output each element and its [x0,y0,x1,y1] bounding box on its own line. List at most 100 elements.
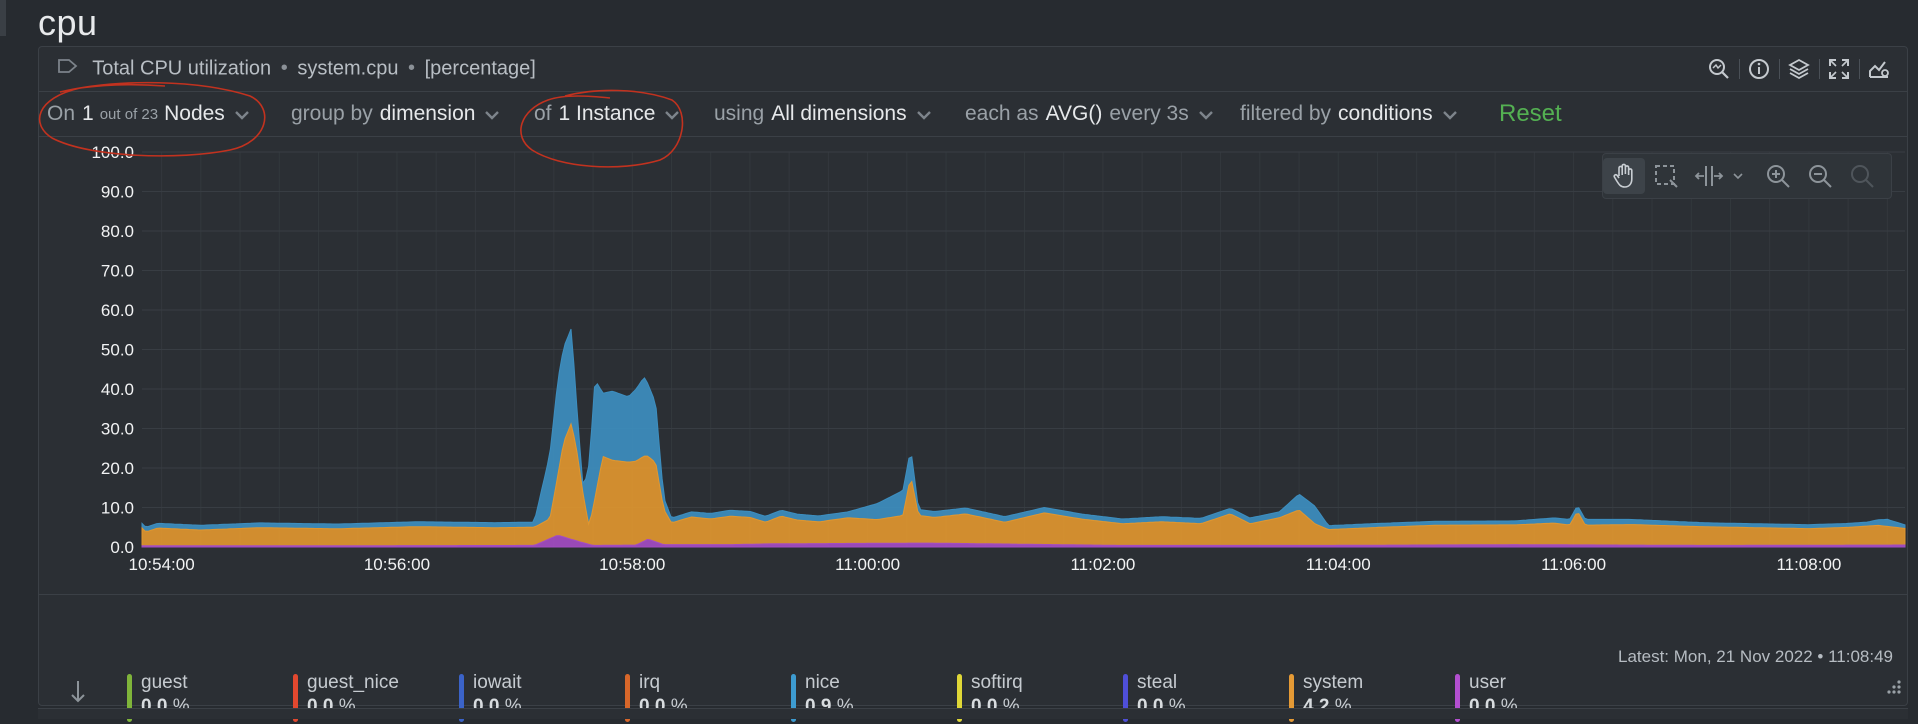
legend-color-bar [1289,674,1294,722]
aggregation-value: AVG() [1045,102,1103,125]
info-icon[interactable] [1739,55,1779,83]
filter-value: conditions [1338,102,1433,125]
legend-name: user [1469,672,1506,693]
search-chart-icon[interactable] [1699,55,1739,83]
legend-color-bar [791,674,796,722]
x-axis: 10:54:00 10:56:00 10:58:00 11:00:00 11:02:00… [129,555,1842,574]
chevron-down-icon [1442,102,1457,126]
legend-name: nice [805,672,840,693]
legend-name: iowait [473,672,522,693]
group-by-prefix: group by [291,102,373,125]
group-by-value: dimension [379,102,476,125]
horizontal-select-icon[interactable] [1687,158,1757,194]
chart-title-text: Total CPU utilization [92,57,272,80]
y-tick-label: 90.0 [101,183,134,202]
arrow-down-icon[interactable] [69,679,87,710]
chart-card: Total CPU utilization • system.cpu • [pe… [38,46,1908,722]
series-area-user [141,535,1906,548]
legend-name: softirq [971,672,1023,693]
latest-value: Mon, 21 Nov 2022 • 11:08:49 [1673,647,1893,666]
instances-value: 1 Instance [558,102,656,125]
chart-settings-icon[interactable] [1859,55,1899,83]
x-tick-label: 11:06:00 [1541,555,1606,574]
chart-title: Total CPU utilization • system.cpu • [pe… [57,57,536,81]
nodes-label: Nodes [164,102,225,125]
page-left-edge [0,0,6,36]
x-tick-label: 11:08:00 [1776,555,1841,574]
series-area-nice [141,328,1906,532]
chart-areas [141,328,1906,548]
y-tick-label: 100.0 [91,143,134,162]
nodes-count: 1 [82,102,94,125]
filter-prefix: filtered by [1240,102,1332,125]
instances-dropdown[interactable]: of 1 Instance [534,102,680,126]
legend-name: guest_nice [307,672,399,693]
legend-name: irq [639,672,661,693]
y-tick-label: 50.0 [101,341,134,360]
chart-toolbar: On 1 out of 23 Nodes group by dimension … [39,92,1907,137]
dimensions-prefix: using [714,102,765,125]
legend-name: steal [1137,672,1178,693]
dimensions-value: All dimensions [771,102,907,125]
title-separator: • [408,57,416,80]
legend-color-bar [127,674,132,722]
x-tick-label: 11:02:00 [1070,555,1135,574]
layers-icon[interactable] [1779,55,1819,83]
y-axis: 0.0 10.0 20.0 30.0 40.0 50.0 60.0 70.0 80.0 90.0 1… [91,143,134,557]
title-separator: • [280,57,288,80]
aggregation-dropdown[interactable]: each as AVG() every 3s [965,102,1213,126]
group-by-dropdown[interactable]: group by dimension [291,102,500,126]
dimensions-dropdown[interactable]: using All dimensions [714,102,931,126]
x-tick-label: 11:04:00 [1306,555,1371,574]
header-actions [1699,55,1899,83]
cpu-area-chart[interactable]: 0.0 10.0 20.0 30.0 40.0 50.0 60.0 70.0 80.0 90.0 1… [39,137,1907,593]
select-area-icon[interactable] [1645,158,1687,194]
chart-units: [percentage] [424,57,536,80]
chevron-down-icon [916,102,931,126]
fullscreen-icon[interactable] [1819,55,1859,83]
legend-color-bar [459,674,464,722]
zoom-in-icon[interactable] [1757,158,1799,194]
tag-icon [57,57,79,81]
y-tick-label: 40.0 [101,380,134,399]
legend-color-bar [1455,674,1460,722]
chevron-down-icon [1198,102,1213,126]
x-tick-label: 10:58:00 [599,555,665,574]
chevron-down-icon [485,102,500,126]
legend-name: system [1303,672,1364,693]
aggregation-suffix: every 3s [1109,102,1189,125]
hand-pan-icon[interactable] [1603,158,1645,194]
y-tick-label: 0.0 [110,538,134,557]
y-tick-label: 10.0 [101,499,134,518]
filter-dropdown[interactable]: filtered by conditions [1240,102,1457,126]
chart-grid [142,151,1905,548]
nodes-dropdown[interactable]: On 1 out of 23 Nodes [47,102,249,126]
nodes-total: out of 23 [99,105,159,123]
latest-timestamp: Latest: Mon, 21 Nov 2022 • 11:08:49 [1618,647,1893,667]
chevron-down-icon [665,102,680,126]
legend-color-bar [625,674,630,722]
legend-name: guest [141,672,188,693]
next-card-edge [38,708,1908,719]
legend-color-bar [957,674,962,722]
zoom-toolbar [1602,153,1892,199]
x-tick-label: 10:54:00 [129,555,195,574]
x-tick-label: 10:56:00 [364,555,430,574]
chart-context: system.cpu [297,57,399,80]
chart-header: Total CPU utilization • system.cpu • [pe… [39,47,1907,92]
y-tick-label: 30.0 [101,420,134,439]
legend-color-bar [1123,674,1128,722]
zoom-out-icon[interactable] [1799,158,1841,194]
chevron-down-icon [234,102,249,126]
y-tick-label: 80.0 [101,222,134,241]
reset-button[interactable]: Reset [1499,100,1562,127]
section-title: cpu [38,2,98,43]
x-tick-label: 11:00:00 [835,555,900,574]
zoom-reset-icon[interactable] [1841,158,1883,194]
legend-area: Latest: Mon, 21 Nov 2022 • 11:08:49 gues… [39,594,1907,722]
instances-prefix: of [534,102,552,125]
resize-handle-icon[interactable] [1883,678,1903,703]
nodes-prefix: On [47,102,76,125]
legend-color-bar [293,674,298,722]
latest-label: Latest: [1617,647,1670,666]
